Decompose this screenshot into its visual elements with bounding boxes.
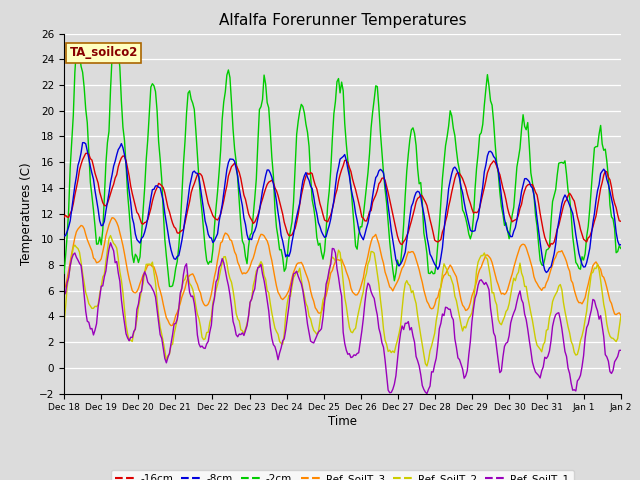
Line: -2cm: -2cm (64, 48, 621, 287)
Ref_SoilT_2 (255, 262, 263, 268)
Ref_SoilT_1 (617, 348, 625, 353)
Ref_SoilT_1 (130, 329, 138, 335)
Text: TA_soilco2: TA_soilco2 (70, 46, 138, 59)
-8cm (228, 156, 236, 162)
-2cm (167, 284, 175, 289)
-2cm (617, 246, 625, 252)
-2cm (111, 45, 119, 51)
Ref_SoilT_2 (130, 330, 138, 336)
-2cm (60, 271, 68, 276)
Line: Ref_SoilT_1: Ref_SoilT_1 (64, 243, 621, 394)
-8cm (60, 233, 68, 239)
-16cm (228, 164, 236, 169)
X-axis label: Time: Time (328, 415, 357, 428)
-16cm (83, 150, 91, 156)
Ref_SoilT_3 (307, 288, 314, 294)
-2cm (248, 230, 255, 236)
Ref_SoilT_2 (305, 313, 313, 319)
Ref_SoilT_3 (229, 243, 237, 249)
Ref_SoilT_3 (248, 259, 255, 264)
-8cm (81, 140, 88, 145)
Title: Alfalfa Forerunner Temperatures: Alfalfa Forerunner Temperatures (219, 13, 466, 28)
Ref_SoilT_2 (423, 363, 431, 369)
-16cm (130, 197, 138, 203)
Ref_SoilT_1 (107, 240, 115, 246)
-8cm (255, 208, 263, 214)
Ref_SoilT_2 (228, 279, 236, 285)
Ref_SoilT_2 (60, 321, 68, 326)
-16cm (305, 171, 313, 177)
Line: -8cm: -8cm (64, 143, 621, 273)
-8cm (246, 236, 254, 241)
-8cm (543, 270, 550, 276)
Line: -16cm: -16cm (64, 153, 621, 247)
Ref_SoilT_3 (60, 287, 68, 292)
Ref_SoilT_1 (423, 391, 431, 396)
Ref_SoilT_1 (255, 264, 263, 270)
Line: Ref_SoilT_3: Ref_SoilT_3 (64, 218, 621, 325)
Ref_SoilT_2 (589, 269, 596, 275)
Ref_SoilT_3 (108, 215, 116, 221)
-16cm (255, 207, 263, 213)
Ref_SoilT_1 (60, 292, 68, 298)
-8cm (130, 221, 138, 227)
-8cm (305, 178, 313, 183)
-16cm (246, 215, 254, 220)
Ref_SoilT_3 (130, 289, 138, 295)
Ref_SoilT_2 (617, 313, 625, 319)
Ref_SoilT_3 (617, 312, 625, 318)
Ref_SoilT_1 (228, 304, 236, 310)
-2cm (257, 104, 265, 109)
-16cm (617, 218, 625, 224)
Ref_SoilT_1 (589, 297, 596, 302)
Ref_SoilT_1 (246, 300, 254, 305)
-16cm (60, 214, 68, 220)
Legend: -16cm, -8cm, -2cm, Ref_SoilT_3, Ref_SoilT_2, Ref_SoilT_1: -16cm, -8cm, -2cm, Ref_SoilT_3, Ref_Soil… (111, 470, 574, 480)
-16cm (546, 244, 554, 250)
Ref_SoilT_3 (257, 231, 265, 237)
-8cm (589, 220, 596, 226)
-2cm (229, 126, 237, 132)
Ref_SoilT_3 (167, 323, 175, 328)
-2cm (307, 173, 314, 179)
-8cm (617, 242, 625, 248)
-2cm (130, 260, 138, 265)
Y-axis label: Temperatures (C): Temperatures (C) (20, 162, 33, 265)
Ref_SoilT_1 (305, 330, 313, 336)
Line: Ref_SoilT_2: Ref_SoilT_2 (64, 236, 621, 366)
-2cm (589, 164, 596, 170)
Ref_SoilT_3 (589, 263, 596, 268)
Ref_SoilT_2 (107, 233, 115, 239)
Ref_SoilT_2 (246, 300, 254, 305)
-16cm (589, 224, 596, 230)
